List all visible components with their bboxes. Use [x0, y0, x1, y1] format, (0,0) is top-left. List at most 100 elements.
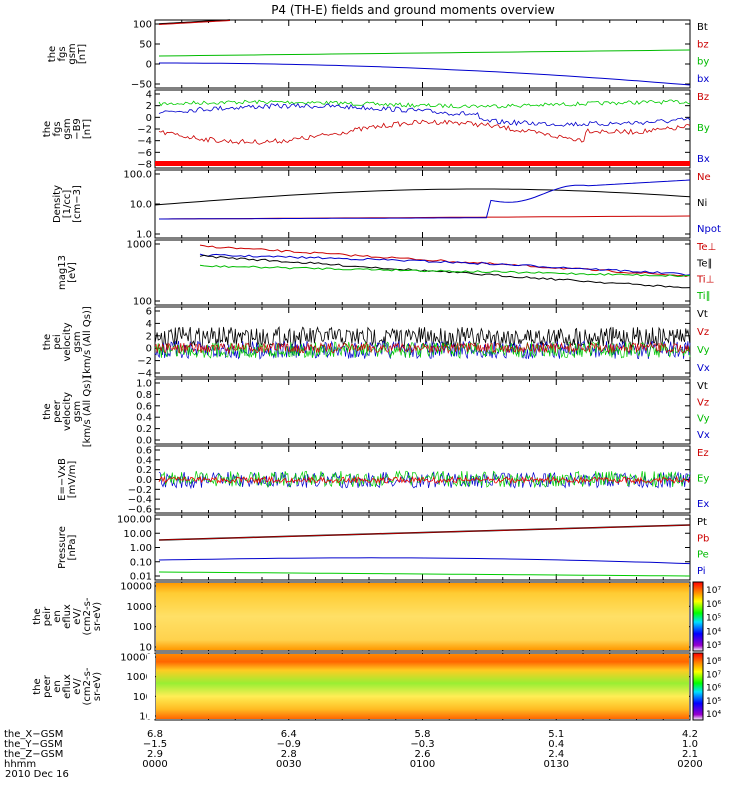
- series-bz: [158, 20, 231, 25]
- y-label-line: [cm−3]: [72, 185, 83, 223]
- panel-p9: 10000 1000 100 10 the peir en eflux eV/(cm2-s-sr…: [32, 581, 721, 654]
- x-tick-value: 5.8: [415, 729, 431, 740]
- colorbar: [692, 581, 704, 652]
- colorbar-label: 10⁷: [706, 670, 721, 680]
- legend-vz: Vz: [697, 397, 709, 408]
- x-row-label: the_Y−GSM: [4, 739, 63, 750]
- flag-bar: [155, 161, 690, 166]
- y-label-line: pei: [52, 334, 63, 349]
- y-label-line: sr-eV): [92, 602, 103, 631]
- y-label-line: Density: [52, 185, 63, 223]
- panel-frame: [154, 169, 691, 239]
- panel-frame: [154, 306, 691, 378]
- series-vy: [154, 341, 691, 359]
- panel-p7: 0.60.40.20.0−0.2−0.4−0.6 E=−VxB [mV/m] Ez Ey…: [57, 445, 709, 516]
- legend-te⊥: Te⊥: [696, 242, 716, 253]
- colorbar-label: 10⁶: [706, 684, 721, 694]
- x-tick-value: 2.1: [682, 749, 698, 760]
- y-label-line: eflux: [62, 604, 73, 629]
- panel-p6: 1.00.80.60.40.20.0 the peer velocity gsm [km/…: [42, 376, 710, 448]
- legend-bz: Bz: [697, 92, 709, 103]
- series-npot: [159, 179, 691, 220]
- panel-p5: 642 0−2 −4 the pei velocity gsm [km/s (All Qs)]…: [42, 306, 710, 379]
- x-tick-value: 2.4: [548, 749, 564, 760]
- y-tick-label: 0.4: [136, 455, 152, 466]
- data-gap: [147, 654, 155, 719]
- series-vz: [154, 341, 691, 355]
- panel-frame: [154, 514, 691, 581]
- legend-by: by: [697, 57, 709, 68]
- series-ti-par: [199, 264, 691, 278]
- y-tick-label: 4: [146, 319, 152, 330]
- y-label-line: [km/s (All Qs)]: [82, 306, 93, 378]
- legend-ex: Ex: [697, 499, 709, 510]
- series-by: [158, 49, 691, 57]
- x-tick-value: 2.8: [281, 749, 297, 760]
- y-tick-label: −0.2: [128, 485, 152, 496]
- y-label-line: velocity: [62, 322, 73, 361]
- legend-ti∥: Ti∥: [696, 291, 711, 302]
- series-ni: [154, 188, 691, 206]
- y-tick-label: 0.6: [136, 401, 152, 412]
- y-label-line: fgs: [57, 46, 68, 61]
- y-label-line: gsm: [67, 43, 78, 64]
- colorbar-label: 10⁴: [706, 710, 721, 720]
- y-label-line: [mV/m]: [67, 461, 78, 499]
- legend-npot: Npot: [697, 224, 721, 235]
- series-ti-perp: [199, 253, 691, 276]
- x-tick-value: 6.8: [147, 729, 163, 740]
- spectrogram-electron: [156, 654, 689, 719]
- colorbar-label: 10⁵: [706, 614, 721, 624]
- panel-p8: 100.00 10.00 1.00 0.10 0.01 Pressure [nPa] Pt Pb…: [57, 514, 709, 583]
- y-label-line: the: [42, 121, 53, 137]
- legend-ni: Ni: [697, 198, 707, 209]
- y-tick-label: −2: [137, 125, 152, 136]
- y-label-line: [nPa]: [67, 534, 78, 560]
- x-tick-value: 4.2: [682, 729, 698, 740]
- series-pb: [158, 524, 691, 541]
- legend-ez: Ez: [697, 448, 709, 459]
- y-tick-label: 1000: [127, 672, 152, 683]
- legend-vz: Vz: [697, 327, 709, 338]
- y-tick-label: 0.0: [136, 436, 152, 447]
- x-tick-value: 0100: [410, 759, 435, 770]
- y-axis-label: the peer en eflux eV/(cm2-s-sr-eV): [32, 667, 103, 705]
- y-tick-label: 0.8: [136, 390, 152, 401]
- x-tick-value: −1.5: [143, 739, 167, 750]
- x-axis-table: the_X−GSMthe_Y−GSMthe_Z−GSMhhmm6.8−1.52.…: [4, 729, 703, 770]
- legend-vx: Vx: [697, 363, 710, 374]
- panel-p1: 100 50 0 −50 the fgs gsm [nT] Bt bz by bx: [47, 19, 709, 91]
- x-tick-value: 0130: [544, 759, 569, 770]
- series-pe: [158, 571, 691, 577]
- y-label-line: −B9: [72, 118, 83, 140]
- y-axis-label: mag13 [eV]: [57, 255, 78, 290]
- y-label-line: sr-eV): [92, 672, 103, 701]
- y-label-line: en: [52, 610, 63, 623]
- y-label-line: the: [42, 334, 53, 350]
- x-tick-value: 0030: [276, 759, 301, 770]
- x-row-label: the_Z−GSM: [4, 749, 63, 760]
- y-tick-label: 100: [133, 692, 152, 703]
- legend-vy: Vy: [697, 414, 710, 425]
- y-label-line: [eV]: [67, 262, 78, 283]
- y-axis-label: Density [1/cc] [cm−3]: [52, 185, 83, 223]
- legend-bt: Bt: [697, 22, 708, 33]
- y-axis-label: E=−VxB [mV/m]: [57, 458, 78, 501]
- panel-p10: 10000 1000 100 10 the peer en eflux eV/(cm2-s-sr…: [32, 652, 721, 723]
- x-tick-value: 6.4: [281, 729, 297, 740]
- y-label-line: the: [32, 608, 43, 624]
- y-tick-label: −0.6: [128, 505, 152, 516]
- y-label-line: gsm: [72, 401, 83, 422]
- y-tick-label: 10000: [120, 582, 152, 593]
- y-tick-label: 1.00: [130, 543, 152, 554]
- legend-vy: Vy: [697, 345, 710, 356]
- y-tick-label: 4: [146, 90, 152, 101]
- y-tick-label: 0.2: [136, 424, 152, 435]
- y-tick-label: 10: [139, 712, 152, 723]
- y-label-line: eV/: [72, 678, 83, 695]
- y-tick-label: 1000: [127, 240, 152, 251]
- x-tick-value: 0000: [142, 759, 167, 770]
- y-axis-label: the peer velocity gsm [km/s (All Qs)]: [42, 376, 93, 448]
- legend-vx: Vx: [697, 430, 710, 441]
- y-label-line: gsm: [62, 118, 73, 139]
